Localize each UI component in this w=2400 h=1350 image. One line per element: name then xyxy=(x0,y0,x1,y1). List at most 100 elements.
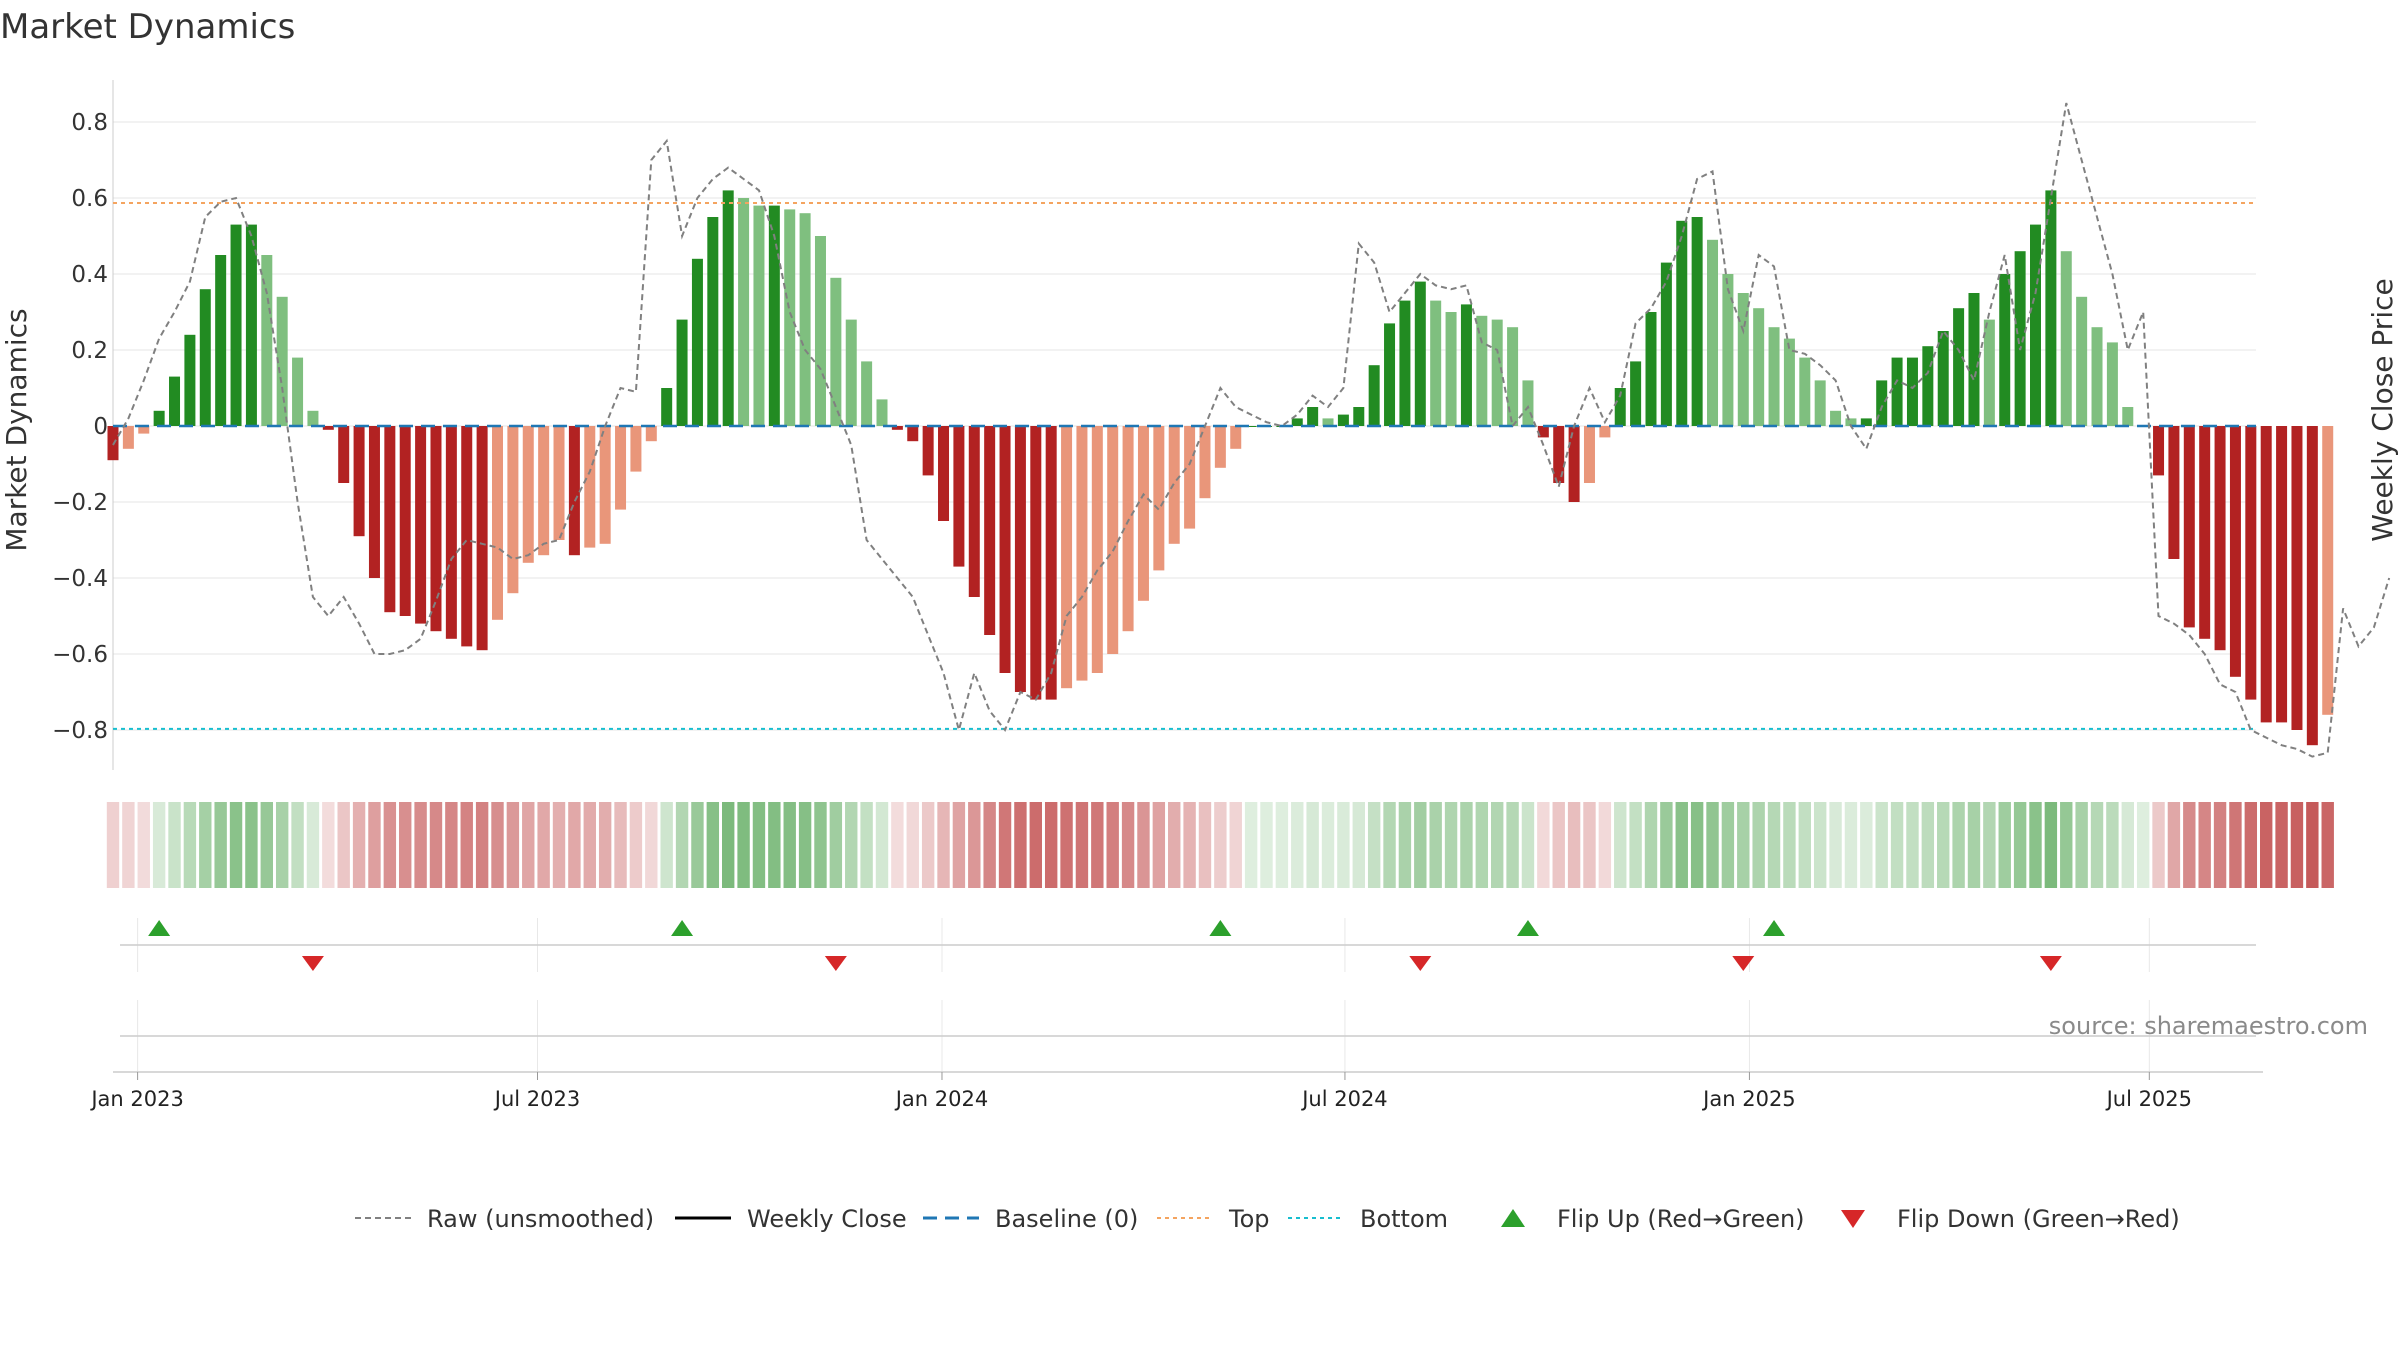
trend-strip-cell xyxy=(1614,802,1627,888)
trend-strip-cell xyxy=(921,802,935,888)
trend-strip-cell xyxy=(568,802,581,888)
trend-strip-cell xyxy=(1737,802,1750,888)
dynamics-bar xyxy=(1568,426,1580,502)
trend-strip-cell xyxy=(399,802,412,888)
trend-strip-cell xyxy=(1275,802,1289,888)
legend-swatch xyxy=(1841,1210,1865,1228)
y-tick-label: 0.6 xyxy=(71,186,108,212)
trend-strip-cell xyxy=(1414,802,1427,888)
dynamics-bar xyxy=(1430,300,1442,426)
flip-panel xyxy=(120,918,2256,972)
dynamics-bar xyxy=(1199,426,1211,499)
dynamics-bar xyxy=(261,255,273,426)
dynamics-bar xyxy=(2199,426,2211,639)
x-tick-label: Jan 2023 xyxy=(89,1087,184,1111)
dynamics-bar xyxy=(1968,293,1980,426)
trend-strip-cell xyxy=(1491,802,1504,888)
dynamics-bar xyxy=(138,426,150,434)
dynamics-bar xyxy=(507,426,519,594)
flip-up-marker xyxy=(1763,920,1786,936)
trend-strip-cell xyxy=(1260,802,1273,888)
dynamics-bar xyxy=(2030,224,2041,426)
dynamics-bar xyxy=(1291,418,1303,426)
trend-strip-cell xyxy=(2060,802,2073,888)
dynamics-bar xyxy=(1153,426,1165,571)
trend-strip-cell xyxy=(1029,802,1042,888)
trend-strip-cell xyxy=(1168,802,1181,888)
dynamics-bar xyxy=(492,426,503,620)
dynamics-bar xyxy=(938,426,950,521)
flip-up-marker xyxy=(1209,920,1232,936)
dynamics-bar xyxy=(2045,190,2057,426)
dynamics-bar xyxy=(553,426,565,540)
trend-strip-cell xyxy=(1952,802,1965,888)
dynamics-bar xyxy=(1922,346,1934,426)
flip-down-marker xyxy=(2039,956,2062,971)
dynamics-bar xyxy=(1507,327,1519,426)
x-tick-label: Jul 2024 xyxy=(1300,1087,1387,1111)
trend-strip-cell xyxy=(1244,802,1258,888)
trend-strip-cell xyxy=(460,802,473,888)
empty-panel xyxy=(113,1000,2263,1073)
dynamics-bar xyxy=(1076,426,1088,681)
dynamics-bar xyxy=(353,426,365,537)
dynamics-bar xyxy=(922,426,934,476)
dynamics-bar xyxy=(1814,380,1826,426)
trend-strip-cell xyxy=(106,802,120,888)
dynamics-bar xyxy=(199,289,211,426)
trend-strip-cell xyxy=(2013,802,2027,888)
trend-strip-cell xyxy=(983,802,996,888)
trend-strip-cell xyxy=(1767,802,1781,888)
dynamics-bar xyxy=(1414,281,1426,426)
trend-strip-cell xyxy=(2306,802,2319,888)
trend-strip-cell xyxy=(2183,802,2196,888)
trend-strip-cell xyxy=(152,802,166,888)
trend-strip-cell xyxy=(675,802,689,888)
trend-strip-cell xyxy=(2167,802,2181,888)
trend-strip-cell xyxy=(1644,802,1658,888)
trend-strip-cell xyxy=(722,802,735,888)
dynamics-bar xyxy=(1230,426,1242,449)
trend-strip-cell xyxy=(891,802,904,888)
dynamics-bar xyxy=(1445,312,1457,426)
dynamics-bar xyxy=(2276,426,2288,723)
dynamics-bar xyxy=(645,426,657,442)
dynamics-bar xyxy=(753,205,765,426)
dynamics-bar xyxy=(707,217,719,426)
trend-strip-cell xyxy=(660,802,673,888)
dynamics-bar xyxy=(1953,308,1965,426)
trend-strip-cell xyxy=(1906,802,1919,888)
dynamics-bar xyxy=(1337,414,1349,426)
trend-strip-cell xyxy=(1060,802,1073,888)
legend-label: Baseline (0) xyxy=(995,1205,1138,1233)
flip-up-marker xyxy=(671,920,694,936)
dynamics-bar xyxy=(1491,319,1503,426)
y-tick-label: 0 xyxy=(93,414,108,440)
dynamics-bar xyxy=(876,399,888,426)
dynamics-bar xyxy=(2122,407,2134,426)
dynamics-bar xyxy=(1322,418,1334,426)
dynamics-bar xyxy=(891,426,903,430)
trend-strip-cell xyxy=(506,802,520,888)
trend-strip-cell xyxy=(1798,802,1811,888)
dynamics-bar xyxy=(430,426,442,632)
dynamics-bar xyxy=(276,296,288,426)
trend-strip-cell xyxy=(1214,802,1227,888)
trend-strip-cell xyxy=(2213,802,2227,888)
trend-strip-cell xyxy=(122,802,135,888)
dynamics-bar xyxy=(1722,274,1734,426)
trend-strip-cell xyxy=(445,802,458,888)
y2-axis-label: Weekly Close Price xyxy=(2366,278,2399,541)
legend-label: Weekly Close xyxy=(747,1205,907,1233)
trend-strip-cell xyxy=(1398,802,1412,888)
trend-strip-cell xyxy=(691,802,704,888)
trend-strip-cell xyxy=(2321,802,2334,888)
dynamics-bar xyxy=(1476,315,1488,426)
trend-strip-cell xyxy=(798,802,812,888)
trend-strip-cell xyxy=(2152,802,2165,888)
dynamics-bar xyxy=(1091,426,1103,673)
flip-down-marker xyxy=(1732,956,1755,971)
dynamics-bar xyxy=(907,426,919,442)
trend-strip-cell xyxy=(1137,802,1150,888)
dynamics-bar xyxy=(676,319,688,426)
